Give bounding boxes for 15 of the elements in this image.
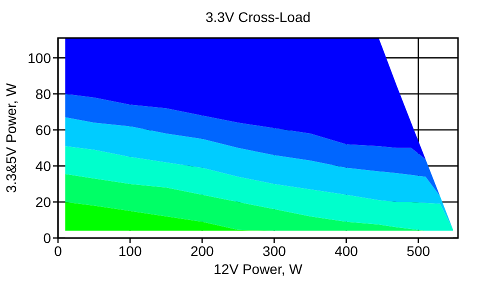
x-tick-label: 0	[54, 243, 62, 259]
x-tick-label: 500	[406, 243, 430, 259]
x-tick-label: 100	[118, 243, 142, 259]
y-tick-label: 40	[35, 158, 52, 174]
y-tick-label: 20	[35, 194, 52, 210]
x-tick-label: 400	[334, 243, 358, 259]
y-tick-label: 100	[28, 50, 52, 66]
x-axis-title: 12V Power, W	[214, 261, 304, 277]
y-tick-label: 80	[35, 86, 52, 102]
y-tick-label: 0	[43, 230, 52, 246]
x-tick-label: 200	[190, 243, 214, 259]
x-tick-label: 300	[262, 243, 286, 259]
chart-title: 3.3V Cross-Load	[205, 9, 311, 25]
y-axis-title: 3.3&5V Power, W	[3, 82, 19, 193]
y-tick-label: 60	[35, 122, 52, 138]
